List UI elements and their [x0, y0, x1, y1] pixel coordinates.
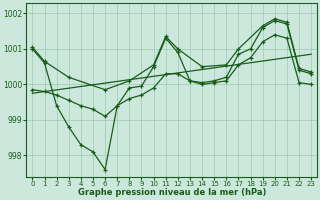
X-axis label: Graphe pression niveau de la mer (hPa): Graphe pression niveau de la mer (hPa) — [77, 188, 266, 197]
